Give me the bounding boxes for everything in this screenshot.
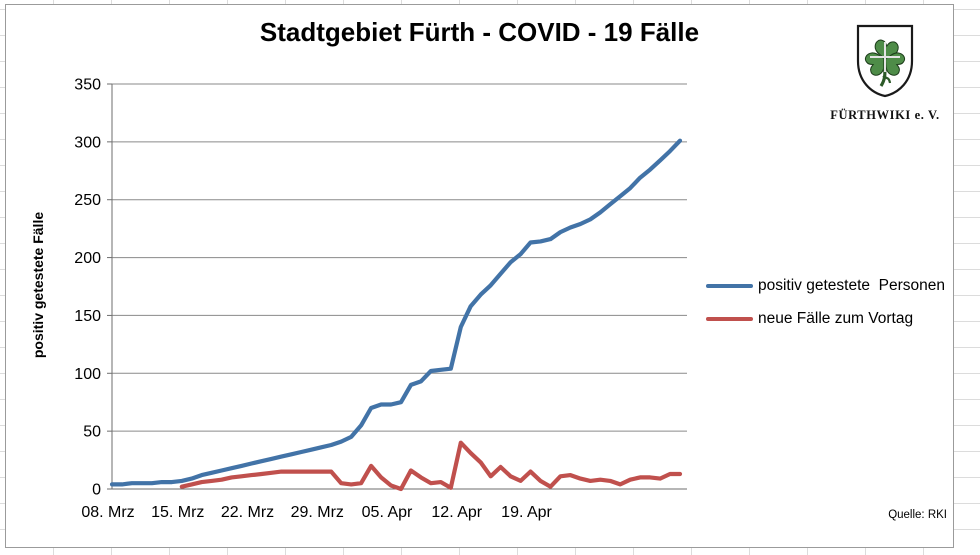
y-tick-label: 50 [83,424,101,441]
x-tick-label: 29. Mrz [291,504,344,521]
fuerthwiki-logo: FÜRTHWIKI e. V. [825,23,945,123]
chart-legend: positiv getestete Personen neue Fälle zu… [706,277,945,328]
clover-leaf [884,52,906,76]
series-line-positiv-getestete [109,138,683,487]
legend-item-neue-faelle[interactable]: neue Fälle zum Vortag [706,310,945,328]
x-tick-label: 08. Mrz [81,504,134,521]
logo-caption: FÜRTHWIKI e. V. [830,108,940,122]
legend-line-sample-red [706,317,753,321]
legend-item-positiv-getestete[interactable]: positiv getestete Personen [706,277,945,295]
x-tick-label: 12. Apr [431,504,482,521]
clover-leaf [864,52,886,76]
y-tick-label: 150 [74,308,101,325]
x-tick-label: 22. Mrz [221,504,274,521]
chart-title: Stadtgebiet Fürth - COVID - 19 Fälle [259,17,700,47]
legend-line-sample-blue [706,284,753,288]
y-tick-label: 0 [92,482,101,499]
source-note: Quelle: RKI [888,509,947,521]
series-line-neue-faelle [179,440,683,492]
legend-label: positiv getestete Personen [758,277,945,294]
clover-shield-icon [856,24,914,98]
x-tick-label: 15. Mrz [151,504,204,521]
y-tick-label: 350 [74,77,101,94]
plot-area: 0 50 100 150 200 250 300 350 08. Mrz 15. Mrz 22. M… [74,77,687,521]
x-tick-label: 05. Apr [362,504,413,521]
covid-line-chart[interactable]: Stadtgebiet Fürth - COVID - 19 Fälle pos… [5,4,954,548]
y-tick-label: 300 [74,134,101,151]
y-tick-label: 100 [74,366,101,383]
x-tick-label: 19. Apr [501,504,552,521]
y-axis-title: positiv getestete Fälle [30,211,46,359]
y-tick-label: 250 [74,192,101,209]
y-tick-label: 200 [74,250,101,267]
legend-label: neue Fälle zum Vortag [758,310,914,327]
